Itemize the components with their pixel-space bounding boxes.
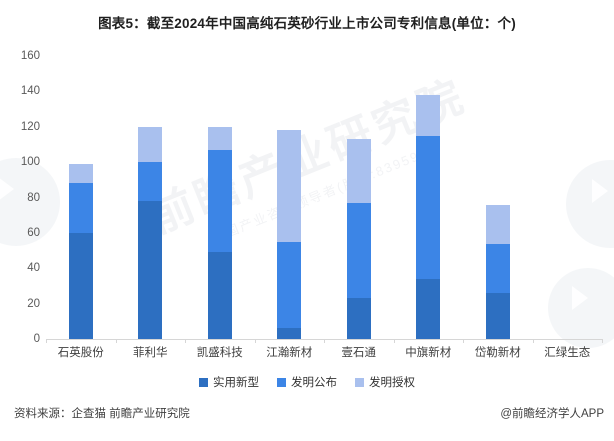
bar-segment-实用新型	[68, 232, 93, 339]
legend-item-发明公布: 发明公布	[277, 374, 337, 390]
bar-segment-发明授权	[68, 163, 93, 184]
bar-slot-中旗新材	[394, 56, 464, 339]
x-axis-tick	[254, 339, 256, 343]
bar-segment-发明公布	[138, 162, 163, 202]
bar-segment-实用新型	[207, 252, 232, 339]
footer: 资料来源：企查猫 前瞻产业研究院 @前瞻经济学人APP	[0, 405, 614, 421]
bar-slot-凯盛科技	[185, 56, 255, 339]
y-tick-label: 120	[20, 120, 40, 133]
bar-segment-发明授权	[416, 94, 441, 136]
bar-slot-壹石通	[324, 56, 394, 339]
bar-segment-实用新型	[277, 328, 302, 339]
y-tick-label: 60	[27, 226, 40, 239]
x-tick-label: 菲利华	[133, 347, 168, 359]
legend-item-发明授权: 发明授权	[355, 374, 415, 390]
bar-segment-实用新型	[138, 201, 163, 339]
bar-segment-发明授权	[138, 126, 163, 163]
bar-segment-发明公布	[485, 243, 510, 294]
bar-segment-实用新型	[485, 293, 510, 339]
bar-segment-发明授权	[277, 130, 302, 242]
x-axis-labels: 石英股份 菲利华 凯盛科技 江瀚新材 壹石通 中旗新材 岱勒新材 汇绿生态	[46, 344, 602, 360]
stacked-bar	[277, 130, 302, 339]
bar-segment-发明授权	[346, 139, 371, 203]
bar-segment-发明公布	[277, 241, 302, 329]
y-tick-label: 40	[27, 262, 40, 275]
bar-slot-菲利华	[116, 56, 186, 339]
y-tick-label: 0	[33, 333, 40, 345]
bar-slot-江瀚新材	[255, 56, 325, 339]
y-tick-label: 80	[27, 191, 40, 204]
legend-swatch-icon	[355, 377, 364, 387]
x-tick-label: 石英股份	[57, 347, 104, 359]
source-note: 资料来源：企查猫 前瞻产业研究院	[14, 408, 190, 420]
bar-slot-石英股份	[46, 56, 116, 339]
x-axis-tick	[393, 339, 395, 343]
x-axis-tick	[463, 339, 464, 343]
legend-label: 实用新型	[213, 377, 259, 389]
x-axis-tick	[185, 339, 186, 343]
stacked-bar	[138, 126, 163, 339]
y-tick-label: 140	[20, 85, 40, 98]
x-axis-tick	[532, 339, 534, 343]
bars-container	[46, 56, 602, 339]
x-axis-tick	[324, 339, 325, 343]
stacked-bar	[207, 126, 232, 339]
bar-segment-实用新型	[346, 298, 371, 339]
y-axis: 160 140 120 100 80 60 40 20 0	[0, 0, 40, 441]
x-axis-tick	[115, 339, 117, 343]
y-tick-label: 20	[27, 297, 40, 310]
stacked-bar	[416, 94, 441, 339]
bar-slot-岱勒新材	[463, 56, 533, 339]
bar-segment-发明公布	[68, 183, 93, 233]
x-tick-label: 凯盛科技	[196, 347, 243, 359]
stacked-bar	[68, 163, 93, 339]
bar-segment-发明公布	[207, 149, 232, 253]
x-tick-label: 江瀚新材	[266, 347, 313, 359]
x-tick-label: 岱勒新材	[474, 347, 521, 359]
legend: 实用新型 发明公布 发明授权	[0, 374, 614, 390]
chart-title: 图表5：截至2024年中国高纯石英砂行业上市公司专利信息(单位：个)	[98, 16, 516, 31]
bar-segment-发明授权	[485, 204, 510, 244]
x-tick-label: 壹石通	[341, 347, 377, 359]
bar-segment-发明公布	[416, 135, 441, 279]
bar-segment-发明公布	[346, 202, 371, 299]
plot-area	[46, 56, 603, 343]
bar-segment-发明授权	[207, 126, 232, 150]
bar-slot-汇绿生态	[533, 56, 603, 339]
legend-swatch-icon	[277, 377, 286, 387]
legend-swatch-icon	[199, 377, 208, 387]
x-axis-tick	[602, 339, 603, 343]
bar-segment-实用新型	[416, 278, 441, 339]
legend-label: 发明公布	[291, 377, 337, 389]
stacked-bar	[485, 204, 510, 339]
legend-item-实用新型: 实用新型	[199, 374, 259, 390]
x-tick-label: 中旗新材	[405, 347, 452, 359]
x-axis-tick	[46, 339, 47, 343]
y-tick-label: 100	[20, 156, 40, 169]
credit-note: @前瞻经济学人APP	[500, 408, 604, 420]
x-tick-label: 汇绿生态	[544, 347, 591, 359]
legend-label: 发明授权	[369, 377, 415, 389]
stacked-bar	[346, 139, 371, 339]
y-tick-label: 160	[20, 50, 40, 62]
